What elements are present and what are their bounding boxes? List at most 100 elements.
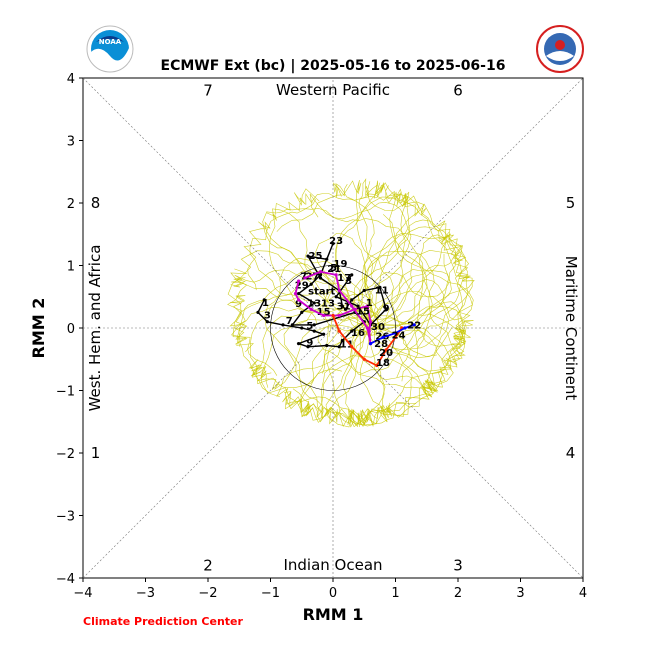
day-label: 17 [337,273,351,284]
ensemble-member-line [317,253,450,374]
day-label: 31 [337,302,351,313]
day-label: 20 [379,348,393,359]
series-point-forecast_week2 [375,363,379,368]
region-top-label: Western Pacific [276,81,390,99]
day-label: 24 [392,330,406,341]
series-point-observed [350,273,354,277]
series-point-observed [356,304,360,308]
series-point-forecast_week2 [331,313,335,318]
series-point-observed [306,254,310,258]
chart-title: ECMWF Ext (bc) | 2025-05-16 to 2025-06-1… [161,58,506,74]
day-label: 1 [262,298,269,309]
ensemble-member-line [368,194,454,331]
phase-number-4: 4 [566,444,576,462]
day-label: 11 [340,340,354,351]
ensemble-member-line [326,317,413,426]
y-tick-label: 0 [67,322,75,337]
ensemble-member-line [305,192,424,333]
series-point-forecast_week1 [297,298,301,302]
series-point-observed [297,292,301,296]
series-point-forecast_week2 [350,345,354,349]
series-point-forecast_week1 [322,313,326,318]
ensemble-member-line [366,181,469,325]
day-label: 19 [334,259,348,270]
ensemble-member-line [249,299,363,389]
series-point-observed [312,329,316,333]
y-tick-label: 2 [67,197,75,212]
day-label: 30 [371,322,385,333]
series-point-forecast_week1 [318,270,323,274]
day-label: 18 [376,358,390,369]
day-label: 1 [366,298,373,309]
day-label: 15 [356,307,370,318]
ensemble-member-line [367,315,467,398]
y-tick-label: −2 [56,447,75,462]
ensemble-member-line [367,305,464,382]
ensemble-member-line [349,324,434,428]
day-label: 29 [295,280,309,291]
y-axis-label: RMM 2 [29,298,48,359]
day-label: 9 [306,338,313,349]
series-point-forecast_week3 [368,342,373,346]
y-tick-label: −3 [56,510,75,525]
ensemble-member-line [324,333,390,428]
x-tick-label: 4 [579,586,587,601]
region-right-label: Maritime Continent [562,256,580,401]
nws-logo [536,25,584,73]
day-label: 23 [329,236,343,247]
day-label: 13 [307,298,321,309]
series-point-observed [318,273,323,277]
ensemble-members [227,178,475,428]
ensemble-member-line [325,195,419,325]
day-label: 16 [351,328,365,339]
day-label: 15 [317,307,331,318]
series-point-observed [312,323,316,327]
ensemble-member-line [276,323,374,418]
phase-number-6: 6 [453,82,463,100]
series-point-observed [306,345,310,349]
series-point-forecast_week1 [365,326,369,330]
series-point-observed [290,323,294,327]
series-point-observed [297,342,301,346]
series-point-observed [378,285,382,289]
series-point-observed [331,242,335,246]
ensemble-member-line [359,331,446,428]
series-point-observed [343,307,348,311]
series-point-observed [362,288,366,293]
series-point-observed [318,276,323,280]
series-point-forecast_week1 [334,273,338,277]
phase-number-7: 7 [203,82,213,100]
ensemble-member-line [357,219,473,345]
day-label: 11 [375,285,389,296]
series-line-forecast_week2 [332,315,403,367]
day-label: 5 [330,263,337,274]
phase-number-1: 1 [91,444,101,462]
series-point-observed [340,304,344,308]
series-point-observed [309,282,313,286]
day-label: 3 [345,276,352,287]
x-tick-label: 0 [329,586,337,601]
region-bottom-label: Indian Ocean [283,556,382,574]
series-point-observed [325,257,329,261]
series-point-forecast_week3 [393,331,398,335]
series-point-forecast_week2 [384,348,388,352]
series-point-observed [312,301,316,305]
series-point-forecast_week3 [412,323,416,327]
ensemble-member-line [374,324,452,418]
noaa-logo: NOAA [86,25,134,73]
ensemble-member-line [262,188,359,316]
ensemble-member-line [358,178,385,314]
x-tick-label: −3 [136,586,155,601]
ensemble-member-line [238,271,380,398]
ensemble-member-line [372,214,474,325]
day-label: 3 [264,310,271,321]
series-point-forecast_week1 [303,276,307,280]
ensemble-member-line [284,316,374,428]
x-tick-label: −1 [261,586,280,601]
ensemble-member-line [282,307,382,413]
y-tick-label: −4 [56,572,75,587]
credit-label: Climate Prediction Center [83,615,243,628]
